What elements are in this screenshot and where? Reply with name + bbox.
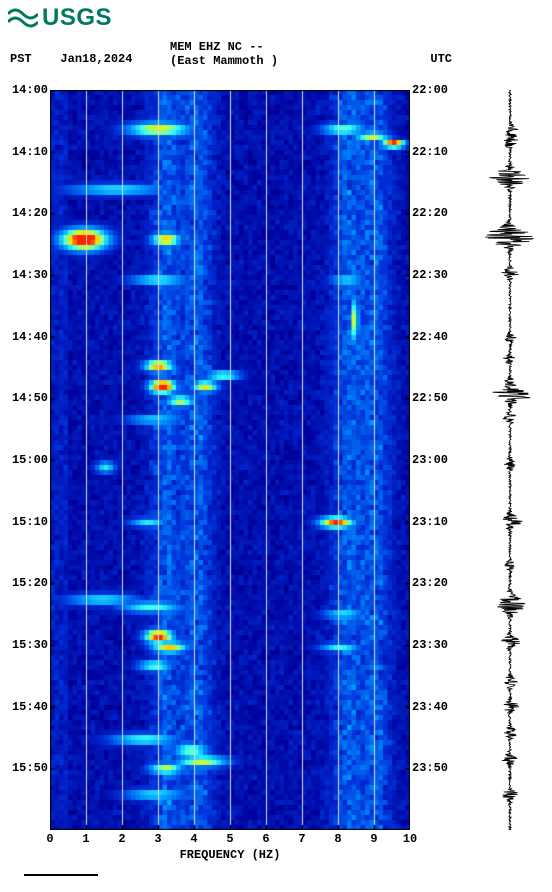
- station-line2: (East Mammoth ): [170, 54, 278, 68]
- page-root: USGS PST Jan18,2024 MEM EHZ NC -- (East …: [0, 0, 552, 892]
- usgs-text: USGS: [42, 4, 112, 32]
- ytick: 22:00: [412, 83, 448, 97]
- ytick: 15:10: [12, 515, 48, 529]
- ytick: 22:20: [412, 206, 448, 220]
- ytick: 15:20: [12, 576, 48, 590]
- ytick: 15:30: [12, 638, 48, 652]
- yaxis-right-ticks: 22:0022:1022:2022:3022:4022:5023:0023:10…: [412, 90, 460, 830]
- ytick: 14:00: [12, 83, 48, 97]
- ytick: 23:10: [412, 515, 448, 529]
- ytick: 23:50: [412, 761, 448, 775]
- ytick: 15:00: [12, 453, 48, 467]
- xtick: 8: [334, 832, 341, 846]
- xtick: 6: [262, 832, 269, 846]
- bottom-rule: [24, 874, 98, 876]
- waveform-svg: [480, 90, 540, 830]
- ytick: 15:40: [12, 700, 48, 714]
- ytick: 14:40: [12, 330, 48, 344]
- xtick: 9: [370, 832, 377, 846]
- usgs-wave-icon: [8, 6, 38, 30]
- ytick: 15:50: [12, 761, 48, 775]
- spectrogram-canvas: [50, 90, 410, 830]
- xaxis-ticks: 012345678910: [50, 832, 410, 848]
- tz-left: PST: [10, 52, 32, 66]
- ytick: 22:10: [412, 145, 448, 159]
- ytick: 14:10: [12, 145, 48, 159]
- header-date: Jan18,2024: [60, 52, 132, 66]
- xtick: 1: [82, 832, 89, 846]
- ytick: 23:30: [412, 638, 448, 652]
- ytick: 14:20: [12, 206, 48, 220]
- xtick: 4: [190, 832, 197, 846]
- ytick: 22:30: [412, 268, 448, 282]
- ytick: 14:50: [12, 391, 48, 405]
- xtick: 2: [118, 832, 125, 846]
- tz-right: UTC: [430, 52, 452, 66]
- station-line1: MEM EHZ NC --: [170, 40, 278, 54]
- ytick: 23:40: [412, 700, 448, 714]
- ytick: 23:20: [412, 576, 448, 590]
- xtick: 3: [154, 832, 161, 846]
- header-center: MEM EHZ NC -- (East Mammoth ): [170, 40, 278, 69]
- waveform-trace: [480, 90, 540, 830]
- xtick: 5: [226, 832, 233, 846]
- ytick: 22:40: [412, 330, 448, 344]
- waveform-path: [485, 90, 533, 830]
- xtick: 10: [403, 832, 417, 846]
- header-left: PST Jan18,2024: [10, 52, 132, 66]
- xtick: 7: [298, 832, 305, 846]
- ytick: 14:30: [12, 268, 48, 282]
- ytick: 22:50: [412, 391, 448, 405]
- yaxis-left-ticks: 14:0014:1014:2014:3014:4014:5015:0015:10…: [0, 90, 48, 830]
- usgs-logo: USGS: [8, 4, 112, 32]
- xaxis-label: FREQUENCY (HZ): [50, 848, 410, 862]
- spectrogram-plot: [50, 90, 410, 830]
- xtick: 0: [46, 832, 53, 846]
- ytick: 23:00: [412, 453, 448, 467]
